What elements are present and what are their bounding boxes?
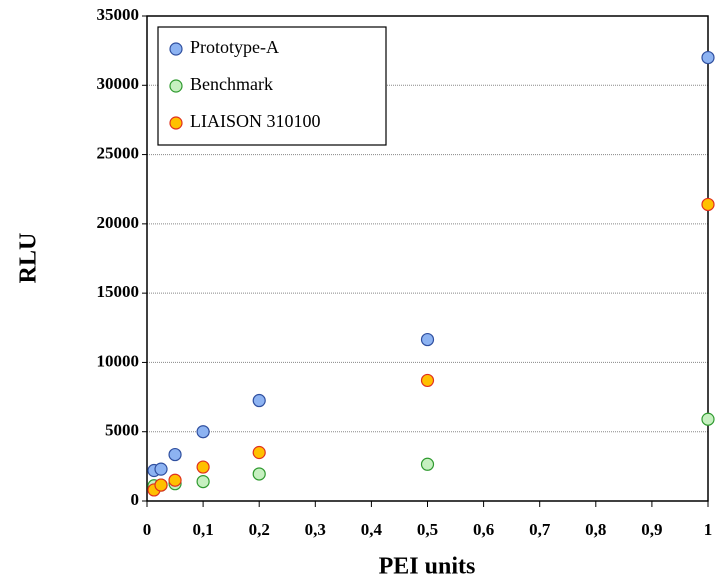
x-tick-label: 0,5 (417, 520, 438, 539)
point (701, 412, 715, 426)
point (168, 473, 182, 487)
point (154, 462, 168, 476)
point (420, 373, 435, 388)
legend-marker (169, 116, 183, 130)
y-tick-label: 5000 (105, 421, 139, 440)
x-tick-label: 0 (143, 520, 152, 539)
legend-label: Benchmark (190, 74, 273, 94)
x-tick-label: 0,1 (192, 520, 213, 539)
x-tick-label: 1 (704, 520, 713, 539)
x-tick-label: 0,6 (473, 520, 494, 539)
point (701, 197, 715, 212)
y-tick-label: 35000 (97, 5, 140, 24)
point (252, 445, 266, 460)
legend-label: LIAISON 310100 (190, 111, 321, 131)
x-tick-label: 0,3 (305, 520, 326, 539)
legend-marker (169, 42, 183, 56)
legend-marker (169, 79, 183, 93)
y-tick-label: 25000 (97, 143, 140, 162)
point (252, 393, 266, 408)
point (196, 460, 210, 474)
point (168, 447, 182, 462)
point (252, 467, 266, 481)
point (701, 50, 715, 65)
y-tick-label: 15000 (97, 282, 140, 301)
point (196, 475, 210, 489)
point (154, 478, 168, 492)
x-tick-label: 0,7 (529, 520, 551, 539)
y-tick-label: 20000 (97, 213, 140, 232)
x-tick-label: 0,4 (361, 520, 383, 539)
x-tick-label: 0,8 (585, 520, 606, 539)
point (420, 332, 435, 347)
legend-box (157, 26, 387, 146)
plot-frame (146, 15, 709, 502)
x-axis-label: PEI units (379, 554, 476, 580)
y-tick-label: 0 (131, 490, 140, 509)
y-tick-label: 30000 (97, 74, 140, 93)
point (420, 457, 435, 471)
y-axis-label: RLU (16, 233, 42, 284)
x-tick-label: 0,2 (249, 520, 270, 539)
x-tick-label: 0,9 (641, 520, 662, 539)
y-tick-label: 10000 (97, 351, 140, 370)
legend-label: Prototype-A (190, 37, 279, 57)
point (196, 425, 210, 439)
